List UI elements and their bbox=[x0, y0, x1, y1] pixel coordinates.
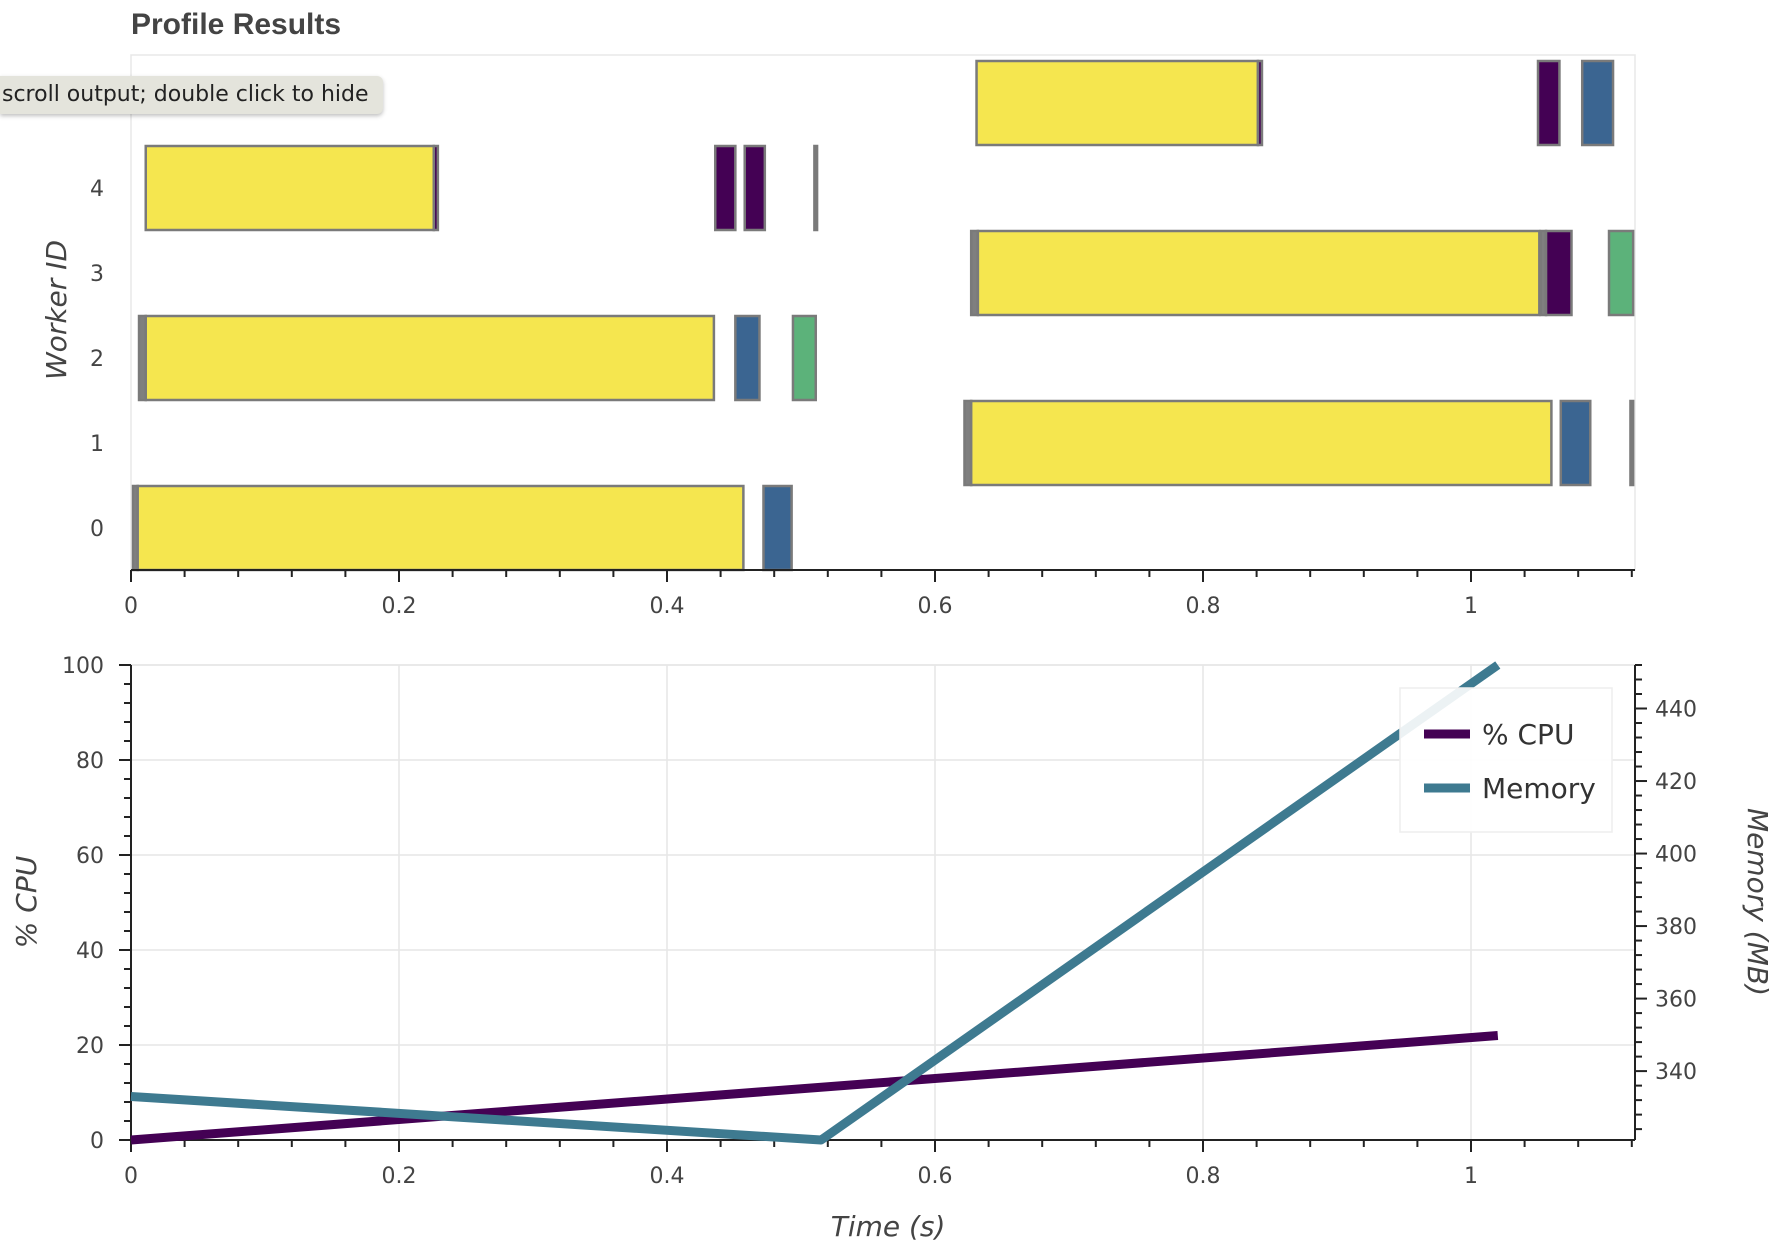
y2-tick-label: 380 bbox=[1655, 915, 1697, 940]
y-tick-label: 4 bbox=[90, 177, 104, 202]
task-bar bbox=[1607, 229, 1635, 317]
task-bar bbox=[1559, 399, 1592, 487]
x-tick-label: 0.6 bbox=[918, 1164, 953, 1189]
task-bar bbox=[743, 144, 767, 232]
chart-title: Profile Results bbox=[131, 8, 342, 41]
y2-tick-label: 340 bbox=[1655, 1060, 1697, 1085]
cpu-series-line bbox=[130, 1031, 1499, 1145]
y-tick-label: 0 bbox=[90, 517, 104, 542]
legend-box bbox=[1399, 687, 1613, 833]
task-bar bbox=[969, 399, 1553, 487]
legend-label: Memory bbox=[1482, 772, 1596, 805]
task-bar bbox=[1580, 59, 1615, 147]
task-bar bbox=[1629, 399, 1635, 487]
task-bar bbox=[432, 144, 440, 232]
x-tick-label: 0.4 bbox=[650, 1164, 685, 1189]
y-tick-label: 3 bbox=[90, 262, 104, 287]
x-tick-label: 1 bbox=[1464, 1164, 1478, 1189]
scroll-tooltip[interactable]: scroll output; double click to hide bbox=[0, 76, 383, 114]
task-bar bbox=[813, 144, 819, 232]
y-axis-label: % CPU bbox=[10, 856, 43, 948]
x-tick-label: 0.6 bbox=[918, 594, 953, 619]
y2-tick-label: 360 bbox=[1655, 988, 1697, 1013]
task-bar bbox=[734, 314, 761, 402]
y2-axis-label: Memory (MB) bbox=[1741, 808, 1772, 996]
y2-tick-label: 420 bbox=[1655, 770, 1697, 795]
task-bar bbox=[713, 144, 737, 232]
x-tick-label: 1 bbox=[1464, 594, 1478, 619]
task-bar bbox=[791, 314, 817, 402]
task-bar bbox=[1256, 59, 1264, 147]
task-bar bbox=[136, 484, 745, 572]
x-tick-label: 0.2 bbox=[382, 1164, 417, 1189]
y-tick-label: 60 bbox=[76, 844, 104, 869]
x-tick-label: 0 bbox=[124, 1164, 138, 1189]
y-tick-label: 1 bbox=[90, 432, 104, 457]
x-tick-label: 0.8 bbox=[1186, 1164, 1221, 1189]
task-bar bbox=[144, 144, 436, 232]
y-tick-label: 100 bbox=[62, 654, 104, 679]
task-bar bbox=[975, 59, 1260, 147]
task-bar bbox=[976, 229, 1541, 317]
y2-tick-label: 400 bbox=[1655, 843, 1697, 868]
y-tick-label: 40 bbox=[76, 939, 104, 964]
y-tick-label: 80 bbox=[76, 749, 104, 774]
y-tick-label: 0 bbox=[90, 1129, 104, 1154]
x-tick-label: 0.8 bbox=[1186, 594, 1221, 619]
memory-series-line bbox=[130, 661, 1501, 1145]
y2-tick-label: 440 bbox=[1655, 698, 1697, 723]
x-tick-label: 0 bbox=[124, 594, 138, 619]
resource-usage-plot[interactable]: 0 0.2 0.4 0.6 0.8 1 0 20 40 60 80 100 340 360 380 400 42… bbox=[10, 654, 1772, 1243]
y-axis-label: Worker ID bbox=[40, 240, 73, 380]
task-bar bbox=[144, 314, 716, 402]
task-bar bbox=[762, 484, 793, 572]
legend-label: % CPU bbox=[1482, 718, 1574, 751]
x-axis-label: Time (s) bbox=[831, 1210, 946, 1243]
y-tick-label: 20 bbox=[76, 1034, 104, 1059]
x-tick-label: 0.2 bbox=[382, 594, 417, 619]
task-bar bbox=[1544, 229, 1573, 317]
task-stream-plot[interactable]: 0 0.2 0.4 0.6 0.8 1 0 1 2 3 4 Worker ID bbox=[40, 54, 1636, 619]
x-tick-label: 0.4 bbox=[650, 594, 685, 619]
y-tick-label: 2 bbox=[90, 347, 104, 372]
task-bar bbox=[1536, 59, 1561, 147]
